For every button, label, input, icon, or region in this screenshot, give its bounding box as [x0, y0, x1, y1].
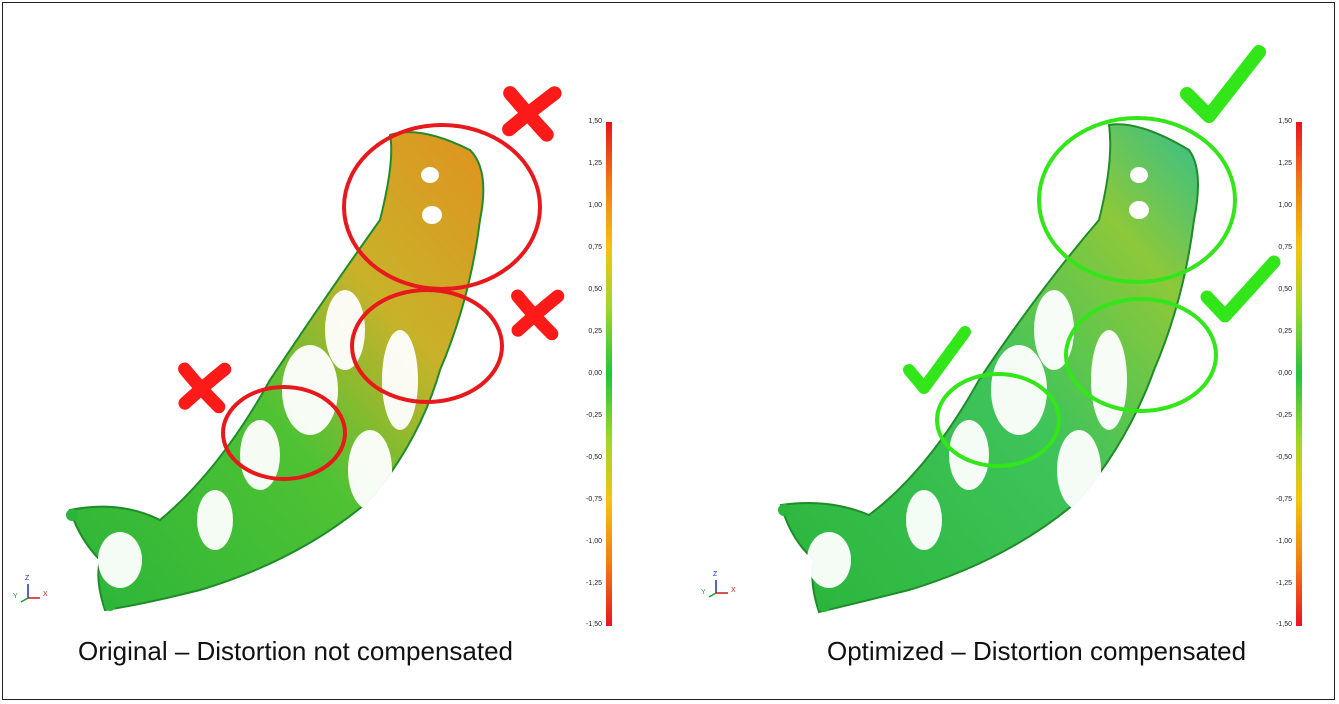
- caption-optimized: Optimized – Distortion compensated: [827, 636, 1247, 666]
- axis-z-label: Z: [713, 571, 718, 578]
- scale-tick: -1,50: [1276, 621, 1292, 628]
- axis-triad-icon: [708, 580, 728, 598]
- axis-triad-icon: [20, 584, 40, 603]
- scale-tick: -0,75: [586, 496, 602, 503]
- scale-tick: -0,50: [586, 454, 602, 461]
- check-mark-icon: [903, 326, 971, 394]
- cross-mark-icon: [511, 289, 565, 341]
- highlight-circle-lower: [221, 385, 347, 481]
- scale-tick: -0,25: [586, 412, 602, 419]
- cross-mark-icon: [502, 86, 562, 142]
- part-render-original: [20, 86, 612, 626]
- scale-tick: 0,50: [1278, 286, 1292, 293]
- color-scale-bar: [1296, 122, 1302, 626]
- caption-original: Original – Distortion not compensated: [78, 636, 514, 666]
- panel-original: Z Y X 1,50 1,25 1,00 0,75 0,50 0,25 0,00…: [0, 0, 669, 704]
- scale-tick: 0,25: [588, 328, 602, 335]
- scale-tick: -0,25: [1276, 412, 1292, 419]
- lattice-part: [778, 123, 1199, 614]
- scale-tick: 0,75: [588, 244, 602, 251]
- scale-tick: 1,00: [588, 202, 602, 209]
- scale-tick: 0,00: [1278, 370, 1292, 377]
- scale-tick: 0,25: [1278, 328, 1292, 335]
- axis-z-label: Z: [25, 575, 30, 582]
- scale-tick: 1,25: [1278, 160, 1292, 167]
- scale-tick: 1,50: [588, 118, 602, 125]
- scale-tick: -0,50: [1276, 454, 1292, 461]
- scale-tick: -1,00: [586, 538, 602, 545]
- scale-tick: 0,50: [588, 286, 602, 293]
- highlight-circle-top: [342, 123, 542, 291]
- scale-tick: 1,00: [1278, 202, 1292, 209]
- scale-tick: 1,50: [1278, 118, 1292, 125]
- scale-tick: -1,50: [586, 621, 602, 628]
- lattice-part: [66, 131, 485, 612]
- highlight-circle-middle: [350, 288, 504, 404]
- highlight-circle-lower: [935, 372, 1061, 468]
- highlight-circle-top: [1037, 116, 1237, 284]
- panel-optimized: Z Y X 1,50 1,25 1,00 0,75 0,50 0,25 0,00…: [669, 0, 1338, 704]
- axis-y-label: Y: [13, 593, 18, 600]
- scale-tick: 0,75: [1278, 244, 1292, 251]
- scale-tick: -0,75: [1276, 496, 1292, 503]
- axis-x-label: X: [731, 587, 736, 594]
- color-scale-bar: [606, 122, 612, 626]
- scale-tick: -1,25: [586, 580, 602, 587]
- part-render-optimized: [708, 45, 1302, 626]
- axis-y-label: Y: [701, 589, 706, 596]
- scale-tick: 0,00: [588, 370, 602, 377]
- scale-tick: -1,00: [1276, 538, 1292, 545]
- scale-tick: 1,25: [588, 160, 602, 167]
- cross-mark-icon: [178, 362, 232, 414]
- check-mark-icon: [1180, 45, 1266, 123]
- scale-tick: -1,25: [1276, 580, 1292, 587]
- axis-x-label: X: [43, 591, 48, 598]
- highlight-circle-middle: [1064, 297, 1218, 413]
- check-mark-icon: [1200, 255, 1281, 323]
